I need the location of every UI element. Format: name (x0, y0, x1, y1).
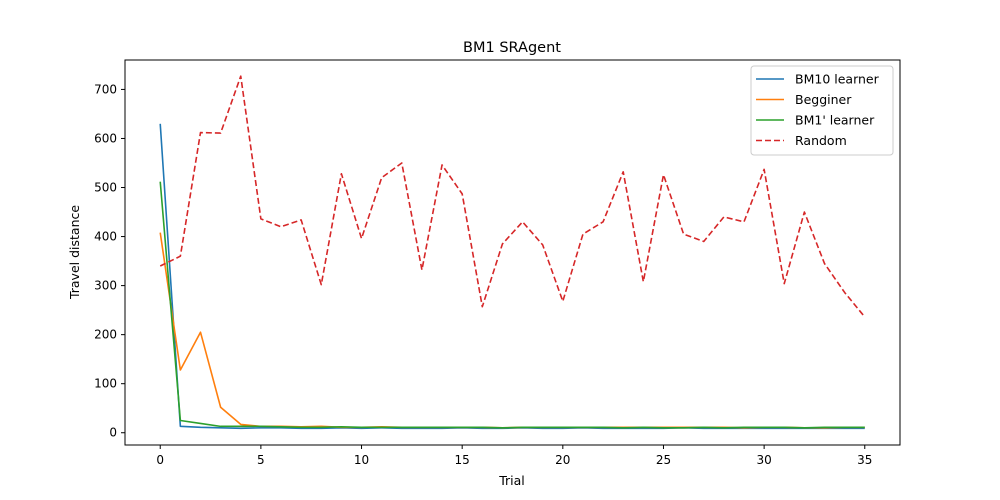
x-tick-label: 10 (354, 453, 369, 467)
x-axis-ticks: 0 5 10 15 20 25 30 35 (156, 445, 872, 467)
x-tick-label: 0 (156, 453, 164, 467)
y-tick-label: 700 (94, 82, 117, 96)
x-tick-label: 30 (756, 453, 771, 467)
y-axis-label: Travel distance (67, 205, 82, 300)
series-line-3 (159, 75, 866, 318)
legend-label-3: Random (795, 133, 847, 148)
y-tick-label: 400 (94, 230, 117, 244)
plot-frame (124, 59, 901, 446)
y-tick-label: 500 (94, 181, 117, 195)
chart-title: BM1 SRAgent (463, 40, 561, 56)
y-tick-label: 100 (94, 377, 117, 391)
x-tick-label: 15 (455, 453, 470, 467)
x-axis-label: Trial (498, 473, 525, 488)
y-tick-label: 600 (94, 131, 117, 145)
legend: BM10 learner Begginer BM1' learner Random (750, 65, 894, 156)
legend-label-2: BM1' learner (795, 113, 875, 128)
x-tick-label: 35 (857, 453, 872, 467)
series-line-2 (159, 181, 865, 429)
series-layer (159, 75, 866, 430)
x-tick-label: 20 (555, 453, 570, 467)
legend-box (750, 65, 894, 156)
y-tick-label: 0 (109, 426, 117, 440)
y-tick-label: 300 (94, 279, 117, 293)
y-tick-label: 200 (94, 328, 117, 342)
x-tick-label: 25 (656, 453, 671, 467)
y-axis-ticks: 0 100 200 300 400 500 600 700 (94, 82, 125, 440)
x-tick-label: 5 (257, 453, 265, 467)
legend-label-1: Begginer (795, 92, 852, 107)
legend-label-0: BM10 learner (795, 72, 880, 87)
